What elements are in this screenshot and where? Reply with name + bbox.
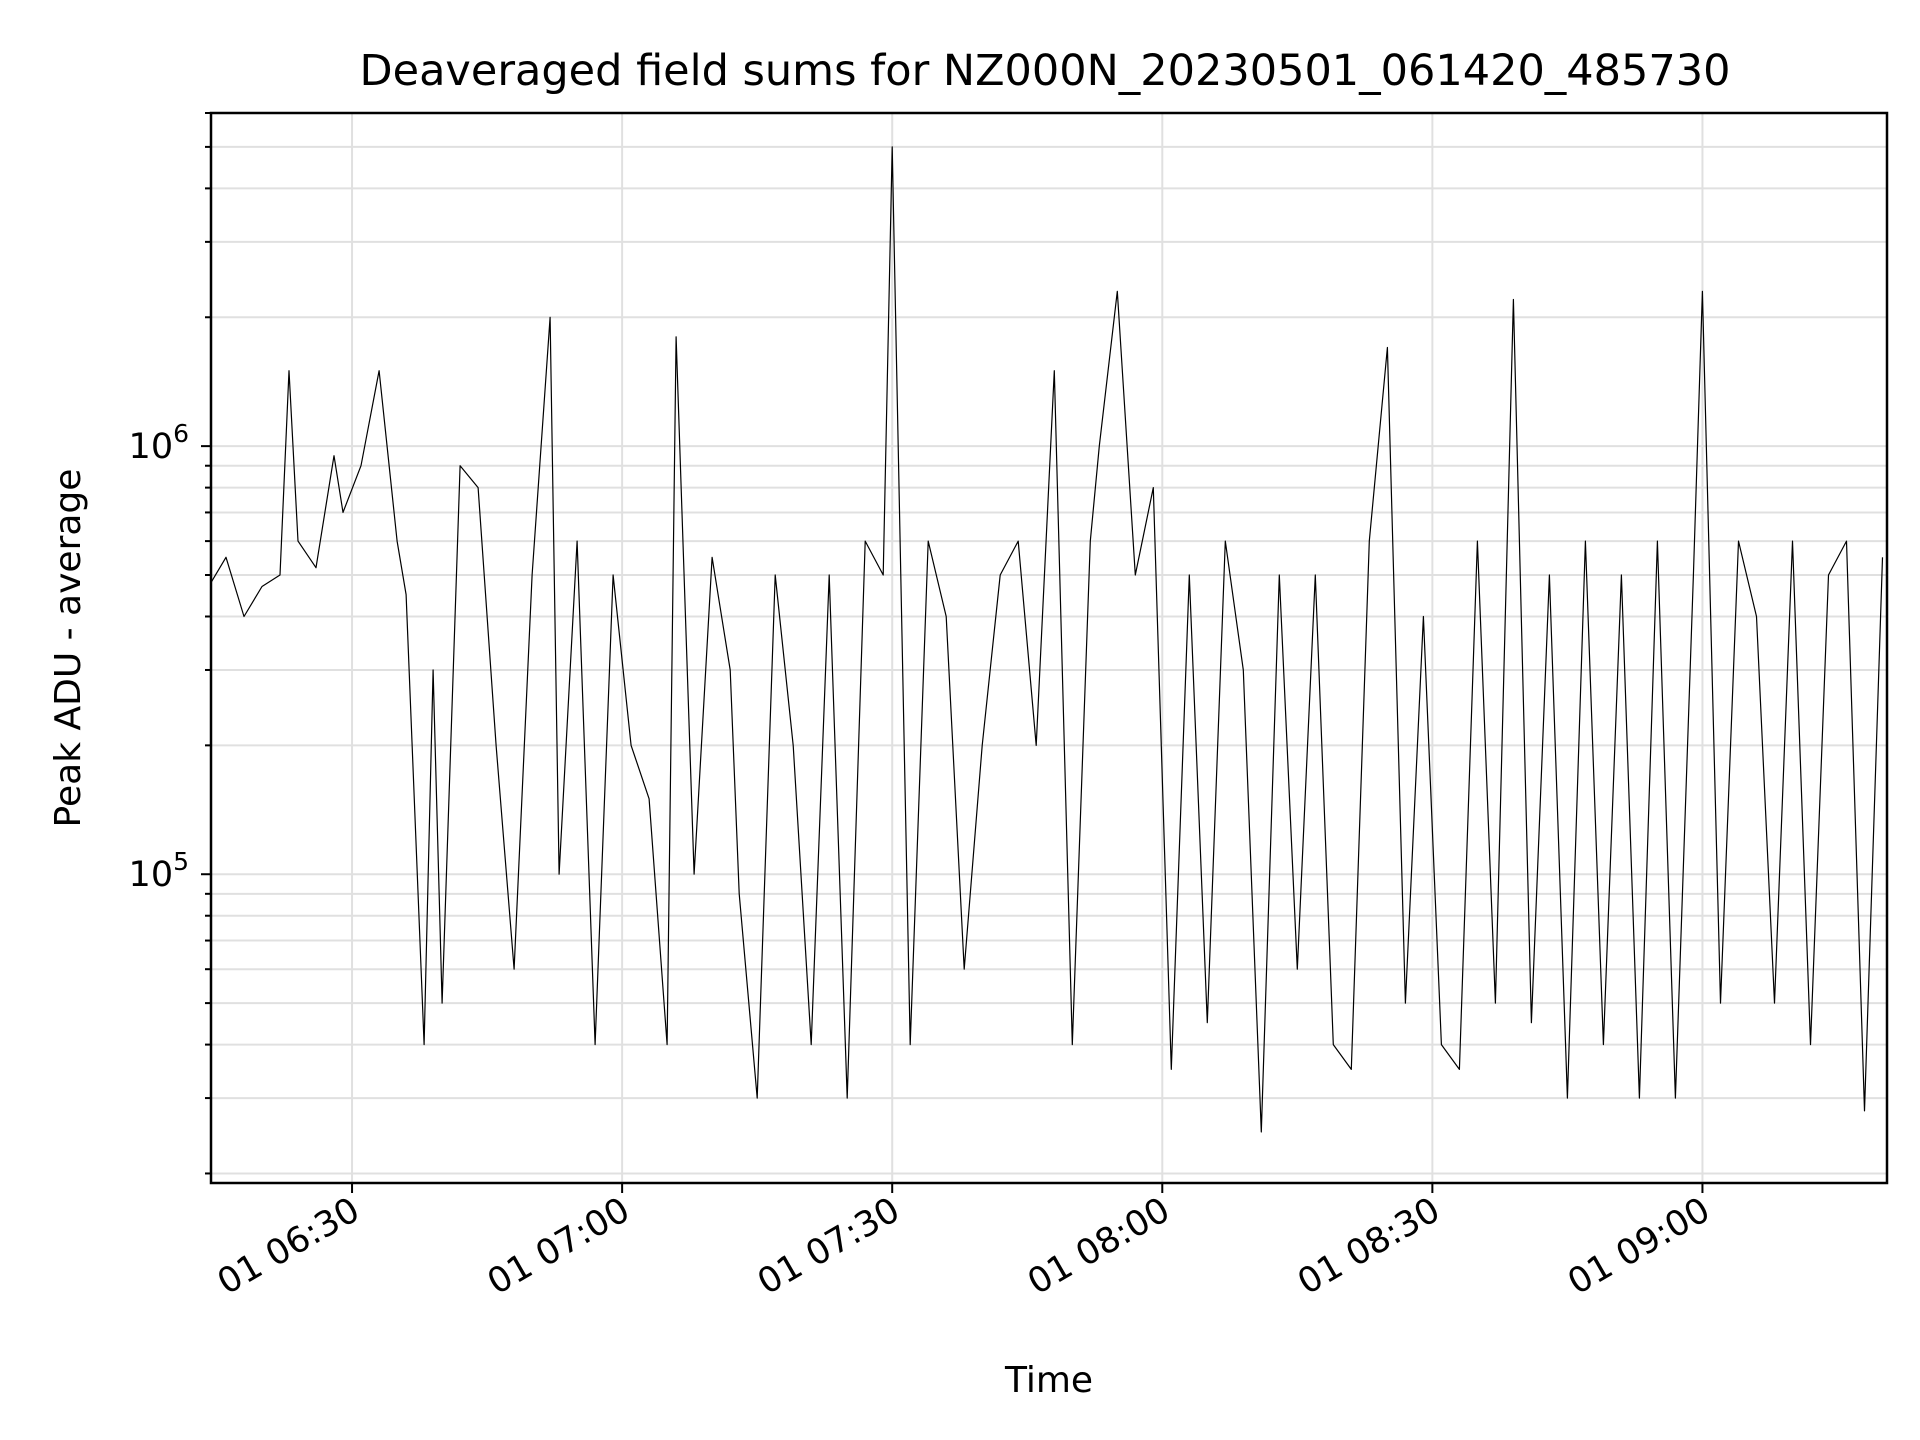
- series-line: [210, 146, 1884, 1133]
- x-tick-label: 01 07:30: [751, 1190, 907, 1303]
- x-axis-label: Time: [1004, 1360, 1093, 1401]
- y-tick-label: 105: [129, 847, 189, 895]
- chart-title: Deaveraged field sums for NZ000N_2023050…: [360, 46, 1731, 96]
- y-axis: 105 106: [129, 112, 211, 1175]
- x-tick-label: 01 09:00: [1561, 1190, 1717, 1303]
- plot-frame: [209, 111, 1889, 1185]
- x-tick-label: 01 07:00: [481, 1190, 637, 1303]
- x-tick-label: 01 08:00: [1021, 1190, 1177, 1303]
- x-tick-label: 01 06:30: [211, 1190, 367, 1303]
- x-tick-label: 01 08:30: [1291, 1190, 1447, 1303]
- series-layer: [210, 146, 1884, 1133]
- y-tick-label: 106: [129, 419, 189, 467]
- y-axis-label: Peak ADU - average: [48, 469, 89, 828]
- grid: [211, 112, 1887, 1183]
- x-axis: 01 06:30 01 07:00 01 07:30 01 08:00 01 08:30…: [211, 1183, 1717, 1303]
